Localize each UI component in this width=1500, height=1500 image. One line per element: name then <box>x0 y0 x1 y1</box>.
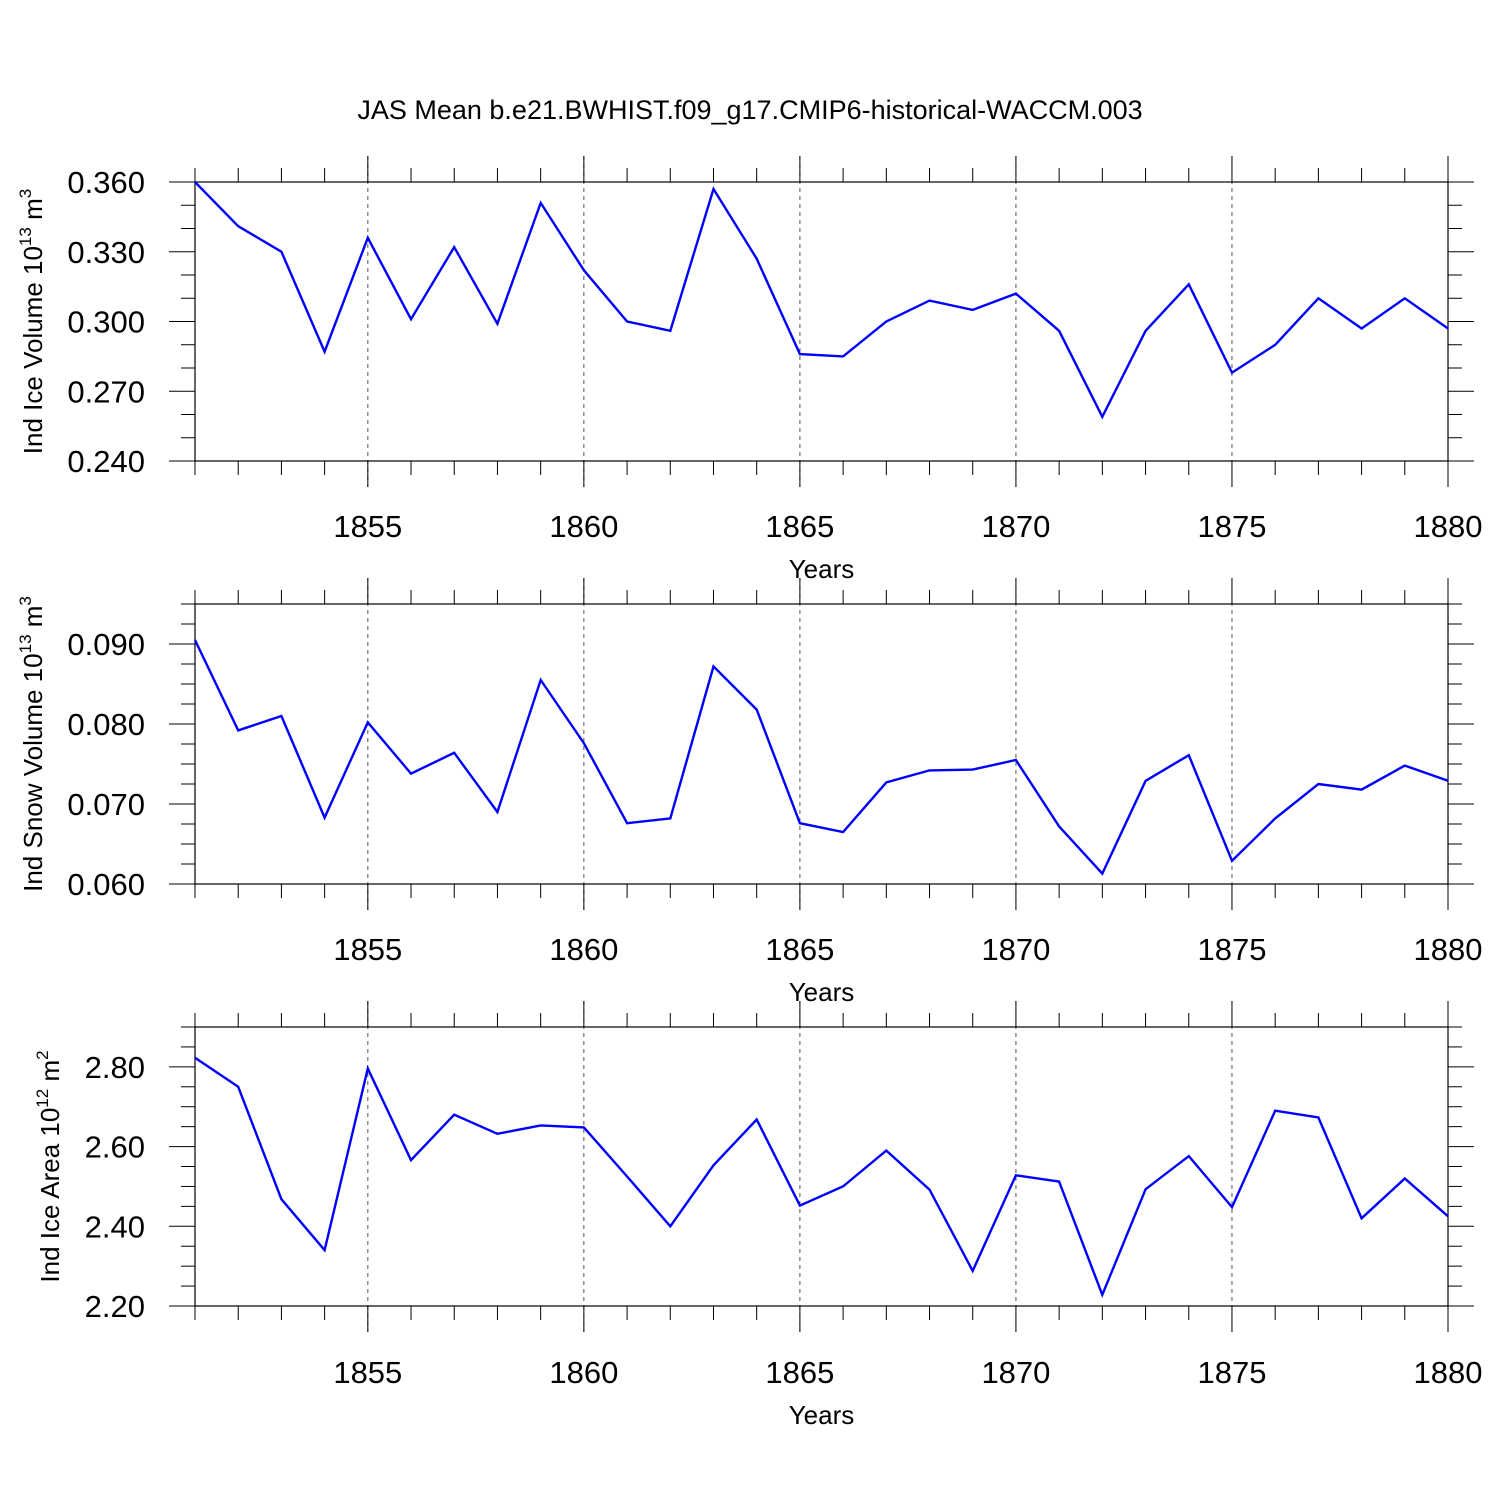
y-tick-label: 0.080 <box>67 707 145 742</box>
y-tick-label: 0.270 <box>67 374 145 409</box>
y-axis-title: Ind Ice Volume 1013 m3 <box>16 189 48 454</box>
series-line <box>194 1056 1449 1299</box>
x-tick-label: 1860 <box>549 1355 618 1390</box>
x-tick-label: 1875 <box>1197 932 1266 967</box>
x-tick-label: 1875 <box>1197 1355 1266 1390</box>
panel-1: 0.240 0.270 0.300 0.330 0.360 1855 1860 1865 187… <box>16 156 1482 584</box>
x-tick-label: 1880 <box>1414 1355 1483 1390</box>
x-tick-label: 1855 <box>333 932 402 967</box>
x-tick-label: 1865 <box>765 509 834 544</box>
x-tick-label: 1860 <box>549 509 618 544</box>
y-tick-label: 0.360 <box>67 165 145 200</box>
y-axis-title: Ind Ice Area 1012 m2 <box>33 1050 65 1282</box>
y-tick-label: 0.060 <box>67 867 145 902</box>
y-tick-label: 2.20 <box>85 1289 145 1324</box>
series-line <box>194 181 1449 420</box>
x-axis-title: Years <box>789 1400 855 1430</box>
x-tick-label: 1870 <box>981 509 1050 544</box>
x-tick-label: 1865 <box>765 932 834 967</box>
y-tick-label: 0.240 <box>67 444 145 479</box>
plot-frame <box>194 603 1449 885</box>
y-tick-label: 2.60 <box>85 1130 145 1165</box>
y-tick-label: 0.300 <box>67 305 145 340</box>
x-tick-label: 1880 <box>1414 932 1483 967</box>
x-axis-title: Years <box>789 977 855 1007</box>
x-tick-label: 1870 <box>981 1355 1050 1390</box>
y-tick-label: 0.090 <box>67 627 145 662</box>
series-line <box>193 639 1449 876</box>
panel-3: 2.20 2.40 2.60 2.80 1855 1860 1865 1870 1875 1880… <box>33 1001 1482 1430</box>
x-tick-label: 1860 <box>549 932 618 967</box>
chart-title: JAS Mean b.e21.BWHIST.f09_g17.CMIP6-hist… <box>357 95 1142 125</box>
plot-frame <box>194 181 1449 462</box>
y-tick-label: 0.070 <box>67 787 145 822</box>
panel-2: 0.060 0.070 0.080 0.090 1855 1860 1865 1870 1875… <box>16 578 1482 1007</box>
y-tick-label: 2.40 <box>85 1209 145 1244</box>
plot-frame <box>194 1026 1449 1307</box>
y-axis-title: Ind Snow Volume 1013 m3 <box>16 596 48 892</box>
x-tick-label: 1870 <box>981 932 1050 967</box>
y-tick-label: 2.80 <box>85 1050 145 1085</box>
x-axis-title: Years <box>789 554 855 584</box>
x-tick-label: 1875 <box>1197 509 1266 544</box>
x-tick-label: 1855 <box>333 509 402 544</box>
x-tick-label: 1880 <box>1414 509 1483 544</box>
x-tick-label: 1855 <box>333 1355 402 1390</box>
x-tick-label: 1865 <box>765 1355 834 1390</box>
y-tick-label: 0.330 <box>67 235 145 270</box>
